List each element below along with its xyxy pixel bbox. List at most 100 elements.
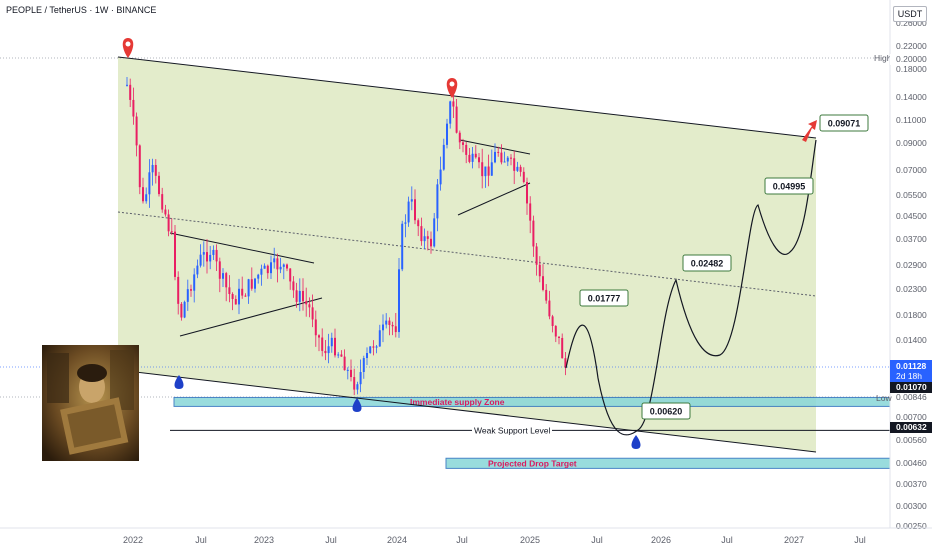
candle-body bbox=[308, 304, 311, 308]
bottom-marker-0 bbox=[174, 375, 184, 389]
candle-body bbox=[375, 346, 378, 348]
candle-body bbox=[401, 223, 404, 270]
x-tick: 2026 bbox=[651, 535, 671, 545]
candle-body bbox=[282, 264, 285, 267]
candle-body bbox=[225, 273, 228, 288]
candle-body bbox=[241, 288, 244, 296]
candle-body bbox=[279, 266, 282, 270]
supply-zone bbox=[173, 396, 891, 407]
candle-body bbox=[343, 356, 346, 371]
candle-body bbox=[263, 265, 266, 269]
candle-body bbox=[388, 320, 391, 325]
candle-body bbox=[186, 289, 189, 302]
projection-box-3 bbox=[764, 177, 814, 195]
y-tick: 0.02300 bbox=[896, 284, 927, 294]
y-tick: 0.22000 bbox=[896, 41, 927, 51]
candle-body bbox=[548, 300, 551, 317]
price-1070-bg bbox=[890, 382, 932, 393]
x-tick: 2027 bbox=[784, 535, 804, 545]
candle-body bbox=[321, 337, 324, 351]
candle-body bbox=[129, 84, 132, 100]
weak-support-bg bbox=[472, 424, 552, 437]
candle-body bbox=[247, 279, 250, 297]
candle-body bbox=[295, 290, 298, 302]
candle-body bbox=[439, 169, 442, 185]
candle-body bbox=[180, 303, 183, 318]
candle-body bbox=[138, 145, 141, 188]
y-tick: 0.00370 bbox=[896, 479, 927, 489]
pattern-line-3 bbox=[457, 182, 531, 216]
candle-body bbox=[378, 330, 381, 347]
projection-value-2: 0.02482 bbox=[691, 259, 724, 269]
candle-body bbox=[170, 231, 173, 233]
candle-body bbox=[532, 220, 535, 247]
high-value: 0.20000 bbox=[896, 54, 927, 64]
candle-body bbox=[462, 142, 464, 145]
candle-body bbox=[446, 123, 448, 145]
candle-body bbox=[148, 172, 151, 195]
candle-body bbox=[334, 337, 336, 356]
candle-body bbox=[369, 346, 372, 354]
candle-body bbox=[385, 320, 388, 325]
last-price-bg bbox=[890, 360, 932, 382]
candle-body bbox=[452, 101, 455, 107]
candle-body bbox=[135, 116, 138, 146]
channel-lower bbox=[117, 369, 817, 453]
candle-body bbox=[244, 295, 247, 297]
projection-box-0 bbox=[579, 289, 629, 307]
candle-body bbox=[238, 288, 240, 305]
y-tick: 0.01800 bbox=[896, 310, 927, 320]
candle-body bbox=[433, 218, 436, 247]
projection-value-3: 0.04995 bbox=[773, 182, 806, 192]
y-tick: 0.02900 bbox=[896, 260, 927, 270]
y-tick: 0.00846 bbox=[896, 392, 927, 402]
candle-body bbox=[494, 151, 496, 163]
candle-body bbox=[234, 299, 237, 305]
top-marker-dot-0 bbox=[125, 41, 131, 47]
candle-body bbox=[481, 162, 484, 177]
candle-body bbox=[196, 265, 199, 275]
y-tick: 0.00460 bbox=[896, 458, 927, 468]
candle-body bbox=[218, 261, 221, 279]
channel-fill bbox=[118, 57, 816, 452]
projection-value-0: 0.01777 bbox=[588, 294, 621, 304]
candle-body bbox=[545, 289, 548, 301]
candle-body bbox=[430, 238, 432, 247]
y-tick: 0.00560 bbox=[896, 435, 927, 445]
candle-body bbox=[414, 199, 416, 221]
price-axis bbox=[890, 0, 932, 550]
candle-body bbox=[193, 274, 196, 291]
candle-body bbox=[487, 166, 490, 176]
candle-body bbox=[231, 294, 234, 300]
high-bg bbox=[890, 54, 932, 65]
candle-body bbox=[500, 152, 503, 163]
y-tick: 0.07000 bbox=[896, 165, 927, 175]
candle-body bbox=[436, 184, 439, 219]
high-text: High bbox=[874, 53, 892, 63]
x-tick: 2022 bbox=[123, 535, 143, 545]
meme-photo bbox=[42, 345, 139, 461]
candle-body bbox=[516, 166, 519, 171]
channel-mid bbox=[117, 211, 817, 297]
weak-support-label: Weak Support Level bbox=[474, 425, 550, 435]
price-0632-value: 0.00632 bbox=[896, 422, 927, 432]
candle-body bbox=[311, 307, 314, 320]
candle-body bbox=[372, 346, 375, 348]
candle-body bbox=[132, 99, 135, 117]
candle-body bbox=[506, 157, 509, 162]
candle-body bbox=[522, 171, 525, 183]
top-marker-0 bbox=[122, 38, 134, 58]
candle-body bbox=[142, 187, 144, 202]
candle-body bbox=[337, 354, 340, 356]
candle-body bbox=[529, 203, 532, 221]
x-tick: 2023 bbox=[254, 535, 274, 545]
candle-body bbox=[420, 226, 423, 242]
low-text: Low bbox=[876, 393, 892, 403]
candle-body bbox=[423, 236, 426, 242]
candle-body bbox=[394, 326, 397, 333]
candle-body bbox=[407, 201, 410, 223]
projection-box-4 bbox=[819, 114, 869, 132]
currency-button[interactable]: USDT bbox=[893, 6, 927, 22]
